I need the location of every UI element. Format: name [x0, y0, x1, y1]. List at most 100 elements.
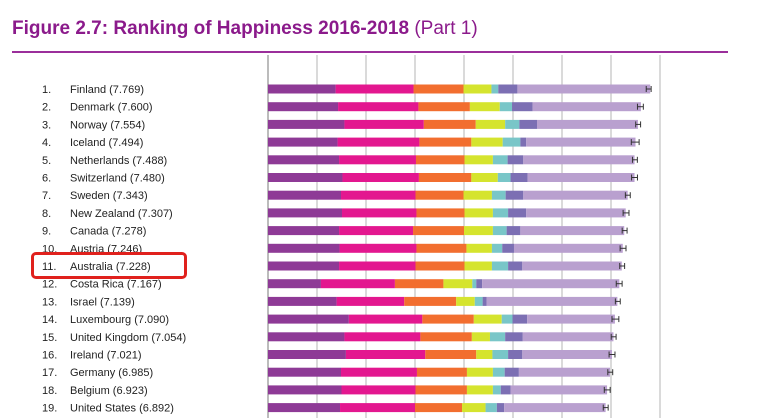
- bar-segment-3: [415, 385, 467, 395]
- bar-segment-5: [492, 385, 501, 395]
- bar-segment-4: [443, 279, 473, 289]
- bar-segment-7: [522, 350, 612, 359]
- rank-label: 13.: [42, 296, 57, 308]
- bar-segment-5: [491, 243, 503, 253]
- bar-segment-5: [492, 208, 509, 218]
- rank-label: 6.: [42, 173, 51, 185]
- bar-segment-6: [520, 137, 527, 147]
- bar-segment-4: [466, 367, 493, 377]
- bar-segment-7: [518, 367, 611, 377]
- bar-segment-3: [415, 261, 465, 271]
- row-norway: 3. Norway (7.554): [42, 119, 642, 131]
- bar-segment-6: [512, 314, 528, 324]
- bar-segment-4: [462, 403, 486, 413]
- bar-segment-7: [527, 173, 635, 182]
- bar-segment-4: [469, 102, 500, 112]
- bar-segment-6: [508, 350, 523, 359]
- row-israel: 13. Israel (7.139): [42, 296, 621, 308]
- bar-segment-2: [339, 155, 416, 165]
- bar-segment-2: [338, 102, 419, 112]
- country-label: Ireland (7.021): [70, 350, 142, 362]
- bar-segment-6: [496, 403, 505, 413]
- bar-segment-2: [320, 279, 395, 289]
- row-united-states: 19. United States (6.892): [42, 403, 609, 415]
- rank-label: 8.: [42, 208, 51, 220]
- bar-segment-6: [482, 296, 487, 306]
- bar-segment-1: [268, 367, 342, 377]
- row-luxembourg: 14. Luxembourg (7.090): [42, 314, 620, 326]
- chart-title-main: Figure 2.7: Ranking of Happiness 2016-20…: [12, 18, 410, 39]
- bar-segment-2: [340, 403, 415, 413]
- bar-segment-4: [475, 119, 506, 129]
- bar-segment-5: [472, 279, 477, 289]
- bar-segment-3: [413, 226, 464, 236]
- bar-segment-6: [507, 155, 524, 165]
- country-label: Iceland (7.494): [70, 137, 143, 149]
- bar-segment-3: [404, 296, 457, 306]
- rank-label: 11.: [42, 261, 56, 273]
- bar-segment-2: [339, 226, 414, 236]
- row-finland: 1. Finland (7.769): [42, 84, 652, 96]
- rank-label: 18.: [42, 385, 57, 397]
- bar-segment-1: [268, 173, 343, 182]
- bar-segment-5: [505, 119, 520, 129]
- bar-segment-5: [501, 314, 513, 324]
- row-new-zealand: 8. New Zealand (7.307): [42, 208, 630, 220]
- bar-segment-5: [499, 102, 513, 112]
- bar-segment-4: [471, 173, 498, 182]
- rank-label: 15.: [42, 332, 57, 344]
- bar-segment-1: [268, 226, 340, 236]
- bar-segment-7: [526, 137, 636, 147]
- row-iceland: 4. Iceland (7.494): [42, 137, 640, 149]
- country-label: Denmark (7.600): [70, 102, 153, 114]
- rank-label: 12.: [42, 279, 57, 291]
- bar-segment-1: [268, 137, 338, 147]
- bar-segment-4: [464, 261, 492, 271]
- bar-segment-1: [268, 190, 342, 200]
- bar-segment-6: [500, 385, 511, 395]
- bar-segment-4: [456, 296, 475, 306]
- bar-segment-7: [526, 208, 626, 218]
- bar-segment-5: [489, 332, 506, 342]
- bar-segment-5: [492, 350, 509, 359]
- bar-segment-4: [476, 350, 493, 359]
- bar-segment-3: [420, 332, 472, 342]
- chart-title-part: (Part 1): [414, 18, 478, 39]
- country-label: Luxembourg (7.090): [70, 314, 169, 326]
- rank-label: 17.: [42, 367, 57, 379]
- row-costa-rica: 12. Costa Rica (7.167): [42, 279, 623, 291]
- bar-segment-2: [341, 385, 416, 395]
- title-rule: [12, 51, 728, 53]
- bar-segment-1: [268, 243, 340, 253]
- bar-segment-6: [502, 243, 514, 253]
- bar-segment-1: [268, 155, 340, 165]
- bar-segment-3: [416, 367, 467, 377]
- bar-segment-7: [523, 190, 628, 200]
- bar-segment-2: [341, 190, 416, 200]
- bar-segment-5: [474, 296, 483, 306]
- bar-segment-6: [505, 332, 523, 342]
- row-australia: 11. Australia (7.228): [42, 261, 626, 273]
- country-label: Norway (7.554): [70, 119, 145, 131]
- bar-segment-6: [506, 226, 521, 236]
- bar-segment-3: [415, 155, 465, 165]
- bar-segment-3: [422, 314, 474, 324]
- bar-segment-1: [268, 261, 340, 271]
- bar-segment-1: [268, 403, 341, 413]
- bar-segment-7: [522, 332, 614, 342]
- bar-segment-7: [486, 296, 618, 306]
- bar-segment-3: [394, 279, 444, 289]
- bar-segment-5: [491, 84, 499, 94]
- bar-segment-7: [513, 243, 623, 253]
- australia-highlight-box: [31, 252, 187, 279]
- bar-segment-2: [339, 243, 417, 253]
- country-label: Israel (7.139): [70, 296, 135, 308]
- bar-segment-4: [471, 332, 490, 342]
- bar-segment-2: [345, 350, 426, 359]
- chart-rows: 1. Finland (7.769) 2. Denmark (7.600) 3. Norw…: [42, 84, 652, 415]
- row-sweden: 7. Sweden (7.343): [42, 190, 631, 202]
- country-label: Netherlands (7.488): [70, 155, 167, 167]
- bar-segment-7: [482, 279, 620, 289]
- rank-label: 1.: [42, 84, 51, 96]
